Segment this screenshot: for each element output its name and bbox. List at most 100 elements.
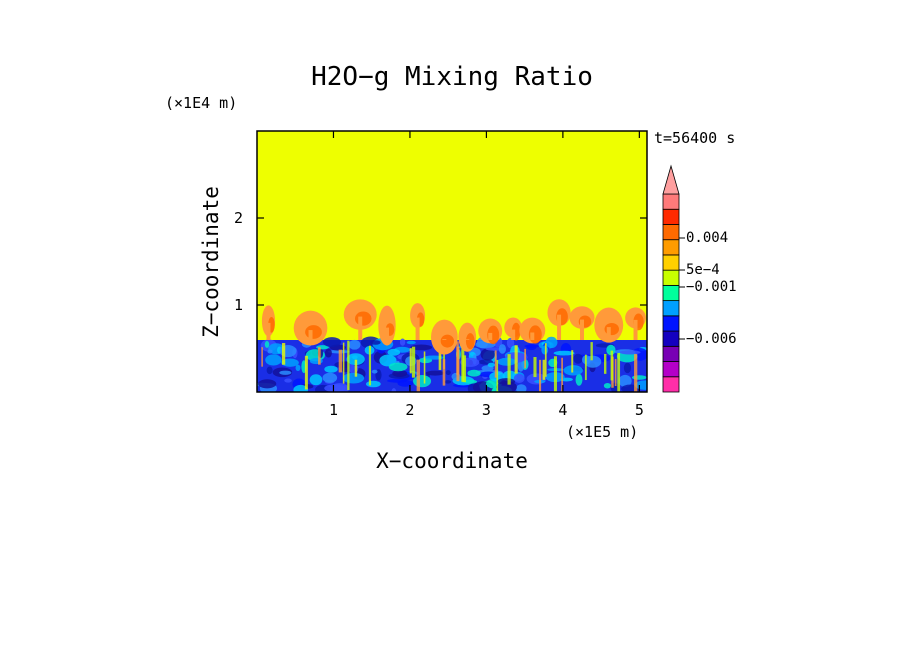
plume-core: [465, 333, 475, 350]
updraft-streak: [409, 348, 412, 374]
colorbar-segment: [662, 239, 680, 256]
updraft-streak: [318, 347, 321, 365]
colorbar-labels: 0.004 5e−4−0.001 −0.006: [679, 230, 737, 347]
updraft-streak: [561, 357, 563, 392]
updraft-streak: [634, 354, 638, 392]
texture-blob: [266, 366, 273, 375]
texture-blob: [379, 354, 397, 367]
updraft-streak: [456, 341, 459, 375]
texture-blob: [634, 380, 647, 390]
texture-blob: [517, 359, 525, 372]
x-axis-ticks: 1 2 3 4 5: [329, 131, 644, 419]
texture-blob: [445, 370, 451, 376]
texture-blob: [309, 357, 323, 365]
texture-blob: [563, 365, 583, 376]
x-tick-label: 1: [329, 401, 338, 419]
time-label: t=56400 s: [654, 129, 735, 147]
texture-blob: [399, 338, 406, 346]
texture-blob: [467, 369, 481, 377]
texture-blob: [284, 378, 292, 383]
colorbar-segment: [662, 254, 680, 271]
texture-blob: [322, 337, 341, 348]
texture-blob: [265, 354, 282, 366]
texture-blob: [506, 337, 515, 349]
texture-blob: [295, 364, 301, 372]
colorbar-label: 0.004: [686, 230, 728, 246]
plume-stem: [580, 319, 584, 340]
texture-blob: [387, 378, 408, 383]
updraft-streak: [461, 346, 465, 382]
updraft-streak: [496, 359, 499, 392]
plume-stem: [266, 322, 271, 340]
plot-area: [257, 131, 647, 392]
x-tick-label: 4: [558, 401, 567, 419]
texture-blob: [603, 382, 612, 389]
texture-blob: [425, 370, 445, 376]
plume-stem: [358, 316, 363, 340]
texture-blob: [370, 340, 381, 345]
x-axis-label: X−coordinate: [376, 449, 528, 473]
texture-blob: [619, 350, 641, 355]
plume-features: [261, 299, 646, 355]
updraft-streak: [347, 340, 350, 391]
plume-stem: [530, 332, 535, 340]
texture-blob: [330, 383, 349, 392]
updraft-streak: [442, 359, 446, 386]
texture-blob: [480, 348, 495, 361]
updraft-streak: [533, 357, 537, 378]
colorbar-segment: [662, 284, 680, 302]
texture-blob: [322, 372, 338, 383]
colorbar-segment: [662, 345, 680, 362]
updraft-streak: [542, 359, 546, 380]
plume-core: [305, 325, 322, 339]
texture-blob: [584, 355, 602, 368]
texture-blob: [258, 379, 277, 389]
texture-blob: [553, 350, 575, 356]
x-tick-label: 2: [405, 401, 414, 419]
y-axis-label: Z−coordinate: [199, 186, 223, 338]
texture-blob: [618, 374, 632, 388]
texture-blob: [324, 348, 332, 358]
plume-stem: [606, 327, 611, 340]
plume-core: [604, 323, 619, 336]
y-tick-label: 1: [234, 296, 243, 314]
updraft-streak: [281, 343, 286, 365]
texture-blob: [309, 374, 323, 386]
updraft-streak: [584, 354, 587, 381]
texture-blob: [348, 339, 361, 350]
texture-blob: [388, 362, 408, 372]
updraft-streak: [304, 355, 308, 390]
texture-blob: [342, 372, 365, 384]
texture-blob: [267, 349, 273, 354]
updraft-streak: [416, 359, 421, 392]
updraft-streak: [590, 342, 593, 361]
texture-blob: [497, 357, 517, 366]
texture-blob: [513, 373, 525, 383]
updraft-streak: [539, 359, 542, 392]
texture-blob: [541, 345, 549, 355]
updraft-streak: [342, 342, 345, 384]
plume-stem: [385, 327, 389, 340]
colorbar-segment: [662, 224, 680, 241]
boundary-layer-texture: [257, 336, 647, 392]
plume-stem: [442, 339, 447, 340]
updraft-streak: [571, 350, 574, 373]
texture-blob: [575, 373, 583, 386]
updraft-streak: [524, 348, 527, 369]
updraft-streak: [423, 351, 426, 384]
colorbar-label: 5e−4: [686, 262, 720, 278]
updraft-streak: [604, 354, 607, 374]
updraft-streak: [368, 345, 372, 386]
plume-stem: [488, 332, 493, 340]
plume-stem: [465, 339, 470, 340]
y-tick-label: 2: [234, 209, 243, 227]
x-tick-label: 5: [635, 401, 644, 419]
colorbar-segment: [662, 300, 680, 317]
texture-blob: [371, 369, 378, 374]
y-axis-units: (×1E4 m): [165, 94, 237, 112]
updraft-streak: [553, 356, 557, 392]
updraft-streak: [514, 345, 518, 374]
chart-title: H2O−g Mixing Ratio: [311, 62, 593, 92]
texture-blob: [279, 370, 292, 375]
